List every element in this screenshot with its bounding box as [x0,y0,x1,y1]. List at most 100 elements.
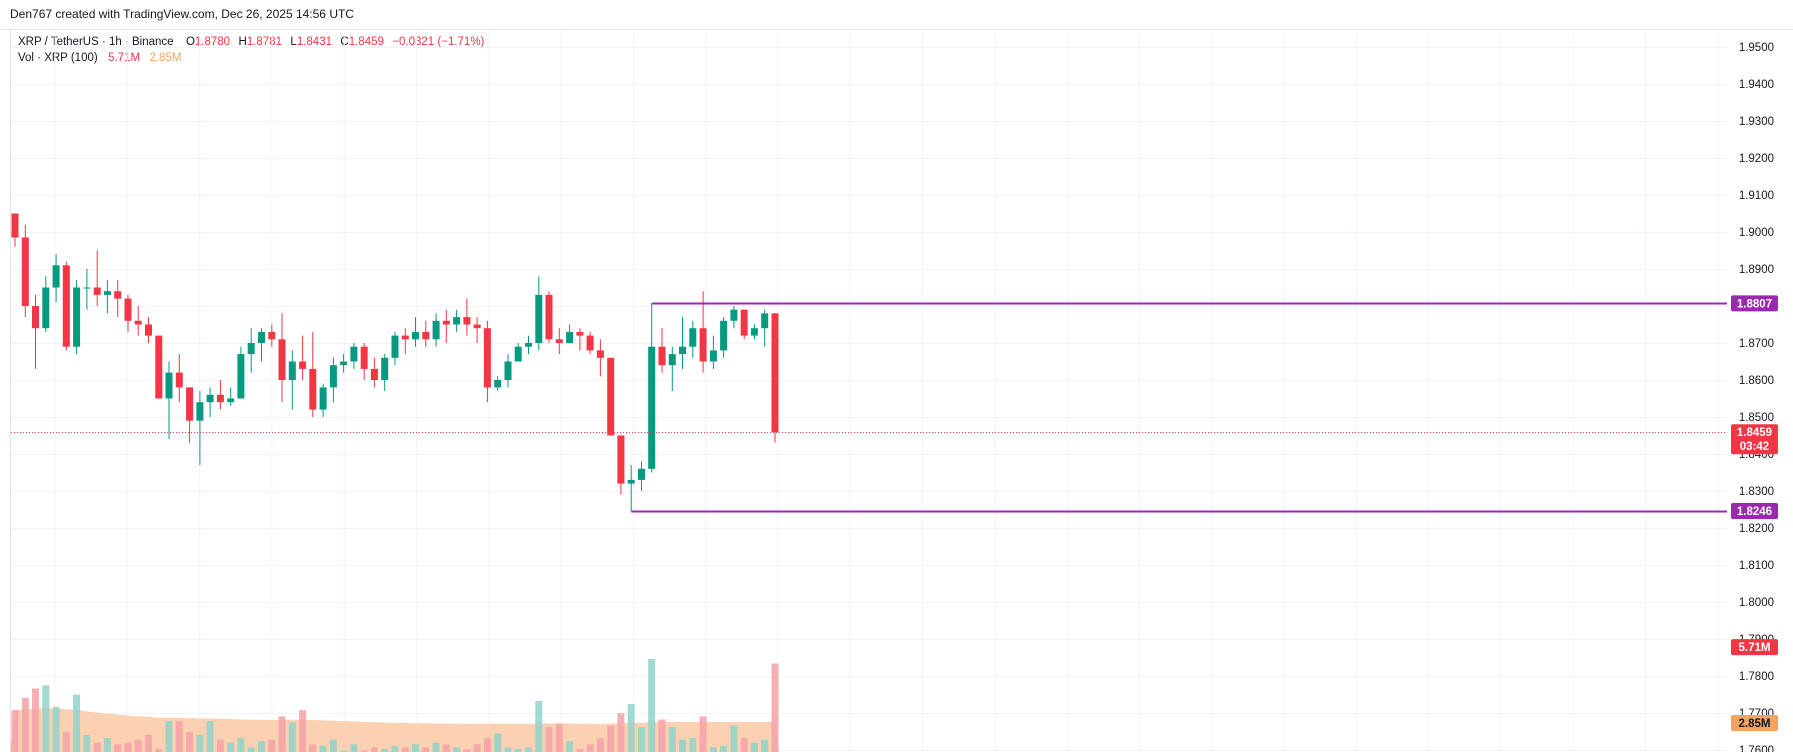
candle-50[interactable] [525,335,532,355]
candle-55[interactable] [576,328,584,351]
candle-40[interactable] [422,320,430,347]
candle-24[interactable] [258,328,265,362]
volume-axis-label[interactable]: 5.71M [1731,639,1778,656]
candle-34[interactable] [360,343,368,380]
candle-17[interactable] [186,387,194,443]
candle-51[interactable] [535,276,543,351]
candle-body-52 [545,294,553,340]
candle-15[interactable] [165,361,173,440]
candle-73[interactable] [761,309,769,347]
candle-72[interactable] [750,324,758,340]
candle-11[interactable] [124,294,132,332]
candle-29[interactable] [309,331,317,417]
candle-14[interactable] [155,335,163,399]
candle-18[interactable] [196,391,204,466]
candle-7[interactable] [83,269,91,310]
candle-30[interactable] [319,383,327,417]
candle-44[interactable] [463,298,471,336]
candle-body-7 [83,287,91,289]
candle-53[interactable] [555,328,563,355]
candle-body-3 [42,287,50,329]
candle-26[interactable] [278,313,286,403]
candle-43[interactable] [453,309,461,332]
candle-23[interactable] [247,328,255,373]
candle-39[interactable] [412,317,419,347]
candle-0[interactable] [11,213,19,247]
candle-41[interactable] [432,313,440,347]
candle-6[interactable] [73,280,81,355]
candle-46[interactable] [483,320,491,403]
candle-31[interactable] [329,357,337,403]
candle-32[interactable] [340,354,348,373]
candle-25[interactable] [268,324,276,347]
candle-5[interactable] [62,261,70,351]
candle-2[interactable] [32,294,39,369]
candle-4[interactable] [52,254,60,303]
candle-42[interactable] [442,309,450,343]
candles[interactable] [11,213,779,512]
volume-bar-73 [761,739,769,752]
candle-59[interactable] [617,435,625,495]
candle-35[interactable] [370,357,378,388]
candle-66[interactable] [689,320,697,358]
candle-60[interactable] [627,465,635,511]
candle-22[interactable] [237,346,245,399]
candle-47[interactable] [494,376,502,392]
candle-69[interactable] [720,317,728,358]
candle-38[interactable] [401,328,409,355]
price-axis[interactable]: 1.9500 1.9400 1.9300 1.9200 1.9100 1.9000 1.89… [1731,42,1778,752]
volume-bar-17 [186,731,194,752]
candle-56[interactable] [586,331,594,355]
candle-63[interactable] [658,328,666,373]
candle-20[interactable] [216,380,224,410]
candle-62[interactable] [648,303,656,473]
candle-71[interactable] [740,309,748,340]
candle-12[interactable] [134,306,142,336]
candle-54[interactable] [566,324,574,344]
candle-49[interactable] [514,343,522,362]
candle-65[interactable] [679,317,686,369]
volume-label[interactable]: Vol · XRP (100) [18,52,98,64]
candle-37[interactable] [391,331,399,366]
candle-45[interactable] [473,317,481,343]
volume-bar-30 [319,745,327,752]
candle-52[interactable] [545,291,553,343]
level-label-0[interactable]: 1.8807 [1731,295,1778,312]
candle-61[interactable] [638,461,645,491]
volume-value: 5.71M [108,52,141,64]
candle-36[interactable] [381,354,389,392]
candle-19[interactable] [206,387,214,417]
current-price-label[interactable]: 1.8459 03:42 [1731,424,1778,455]
candle-28[interactable] [299,335,307,380]
volume-bar-38 [401,747,409,752]
candle-70[interactable] [730,306,738,329]
candle-67[interactable] [699,291,707,373]
candle-16[interactable] [175,354,183,403]
candle-9[interactable] [103,280,111,314]
level-lines[interactable] [11,302,1727,513]
chart-svg[interactable]: 1.9500 1.9400 1.9300 1.9200 1.9100 1.9000 1.89… [0,29,1793,752]
candle-33[interactable] [350,343,358,369]
candle-body-9 [103,291,111,295]
candle-48[interactable] [504,354,512,388]
candle-1[interactable] [21,224,29,318]
candle-13[interactable] [145,317,152,343]
symbol-label[interactable]: XRP / TetherUS · 1h · Binance [18,36,174,48]
candle-3[interactable] [42,276,50,332]
candle-74[interactable] [771,313,779,443]
candle-21[interactable] [227,387,235,406]
candle-68[interactable] [709,335,717,369]
candle-57[interactable] [596,339,604,377]
candle-64[interactable] [668,346,676,392]
candle-8[interactable] [93,250,101,307]
candle-58[interactable] [607,357,615,436]
candle-body-57 [596,350,604,358]
volume-bar-67 [699,716,707,752]
candle-27[interactable] [288,350,296,410]
volume-ma-axis-label[interactable]: 2.85M [1731,715,1778,731]
volume-bar-59 [617,713,625,752]
volume-bar-34 [360,750,368,752]
volume-bar-13 [145,735,152,752]
candle-10[interactable] [114,280,122,318]
level-label-1[interactable]: 1.8246 [1731,503,1778,519]
